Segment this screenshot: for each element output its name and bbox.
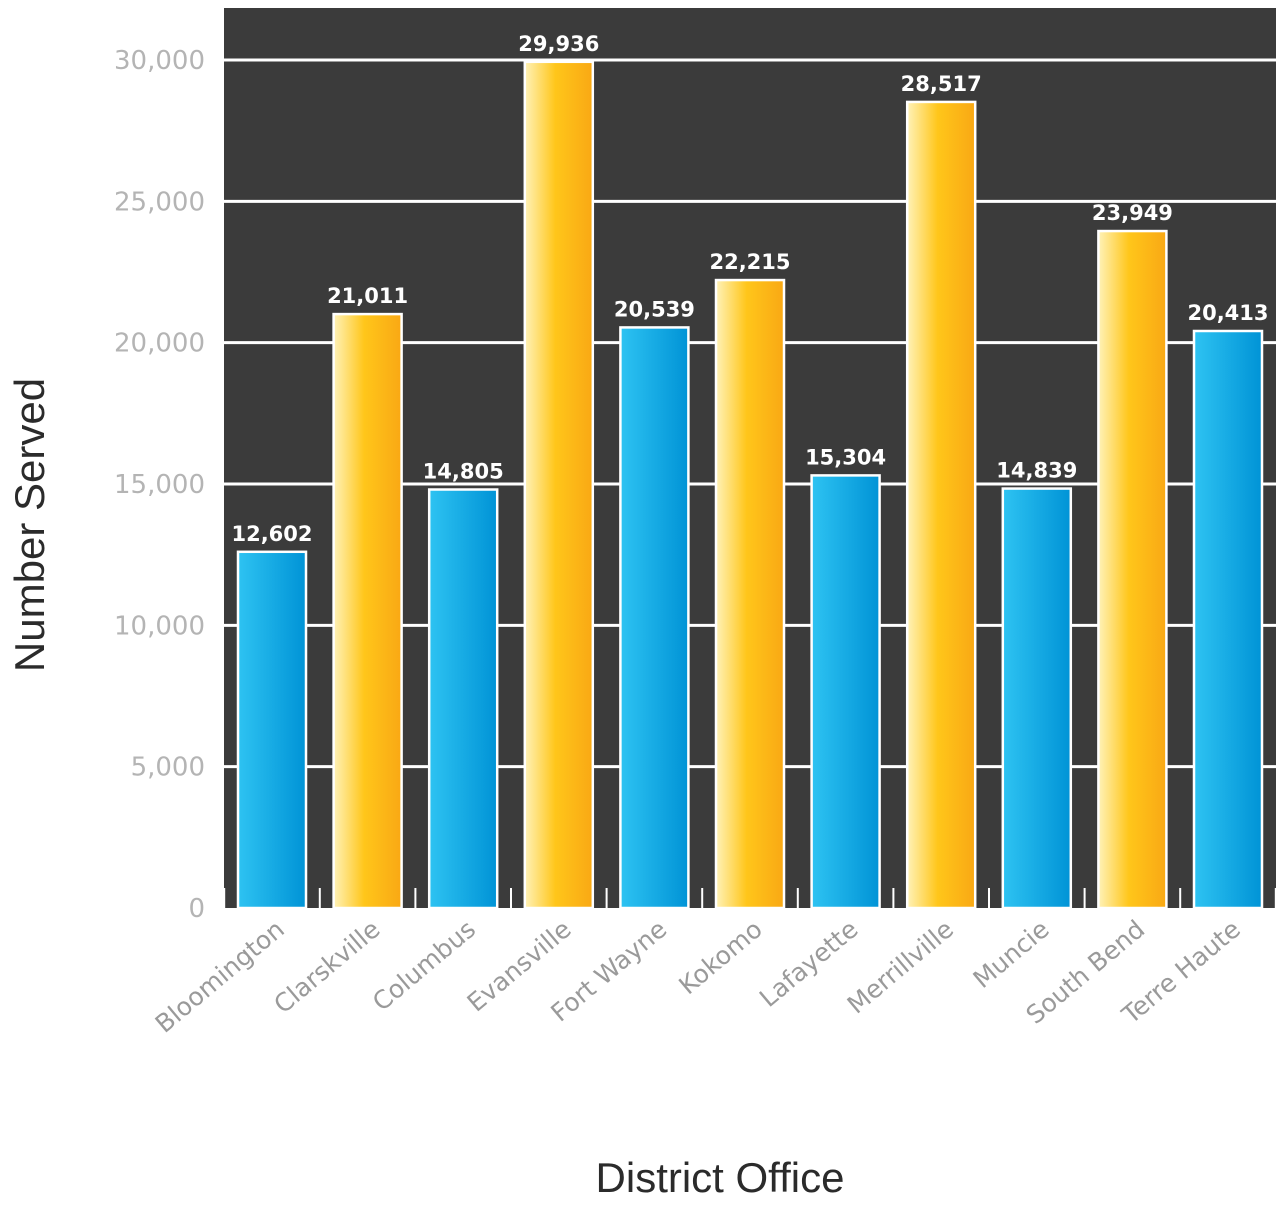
x-tick-label: Clarskville [268, 914, 385, 1019]
bar-kokomo [714, 278, 786, 910]
bars [236, 60, 1264, 910]
data-label: 22,215 [709, 250, 790, 274]
x-tick-label: Muncie [968, 914, 1055, 994]
x-tick-label: Bloomington [150, 914, 290, 1038]
data-labels: 12,602 21,011 14,805 29,936 20,539 22,215 15,3… [231, 32, 1268, 546]
y-tick-label: 30,000 [114, 46, 205, 76]
data-label: 21,011 [327, 284, 408, 308]
bar-merrillville [905, 100, 977, 910]
data-label: 20,539 [614, 297, 695, 321]
data-label: 20,413 [1187, 301, 1268, 325]
x-tick-label: Merrillville [842, 914, 959, 1019]
bar-lafayette [810, 474, 881, 910]
y-axis-ticks: 0 5,000 10,000 15,000 20,000 25,000 30,000 [114, 46, 205, 924]
data-label: 14,805 [423, 460, 504, 484]
bar-columbus [427, 488, 499, 910]
bar-fort-wayne [619, 326, 690, 910]
y-tick-label: 20,000 [114, 329, 205, 359]
bar-clarskville [332, 312, 403, 910]
y-tick-label: 5,000 [131, 753, 205, 783]
y-tick-label: 10,000 [114, 611, 205, 641]
x-tick-label: Kokomo [673, 914, 767, 1000]
x-axis-ticks: BloomingtonClarskvilleColumbusEvansville… [150, 914, 1246, 1038]
y-tick-label: 0 [188, 894, 205, 924]
data-label: 14,839 [996, 459, 1077, 483]
data-label: 23,949 [1092, 201, 1173, 225]
bar-bloomington [236, 550, 308, 910]
y-tick-label: 15,000 [114, 470, 205, 500]
data-label: 12,602 [231, 522, 312, 546]
x-axis-title: District Office [596, 1154, 845, 1201]
y-axis-title: Number Served [6, 378, 53, 672]
bar-muncie [1001, 487, 1073, 910]
data-label: 29,936 [518, 32, 599, 56]
bar-south-bend [1097, 229, 1168, 910]
data-label: 15,304 [805, 445, 886, 469]
y-tick-label: 25,000 [114, 187, 205, 217]
bar-terre-haute [1192, 329, 1264, 910]
x-tick-label: Columbus [367, 914, 481, 1016]
data-label: 28,517 [901, 72, 982, 96]
bar-evansville [523, 60, 595, 910]
